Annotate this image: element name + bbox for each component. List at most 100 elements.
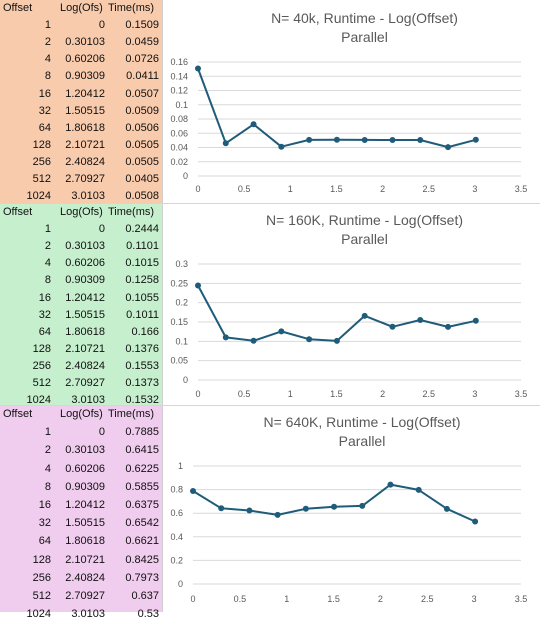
data-point [472, 317, 479, 324]
table-cell: 0.90309 [65, 70, 105, 82]
table-cell: 16 [38, 292, 51, 304]
table-row: 512 2.70927 0.0405 [0, 171, 162, 188]
table-cell: 0.0405 [125, 173, 159, 185]
table-row: 1024 3.0103 0.1532 [0, 392, 162, 409]
table-cell: 0.1373 [125, 377, 159, 389]
table-row: 256 2.40824 0.1553 [0, 358, 162, 375]
table-row: 2 0.30103 0.0459 [0, 34, 162, 51]
y-tick-label: 0.04 [170, 143, 188, 153]
x-tick-label: 0 [190, 594, 195, 604]
data-point [445, 144, 452, 151]
table-cell: 0.60206 [65, 53, 105, 65]
x-tick-label: 3.5 [515, 184, 528, 194]
y-tick-label: 0.14 [170, 71, 188, 81]
table-cell: 0.1553 [125, 360, 159, 372]
table-cell: 0.1376 [125, 343, 159, 355]
table-row: 512 2.70927 0.1373 [0, 375, 162, 392]
table-cell: 0.1532 [125, 394, 159, 406]
data-point [389, 323, 396, 330]
table-row: 128 2.10721 0.8425 [0, 552, 162, 569]
table-cell: 8 [44, 274, 51, 286]
x-tick-label: 3 [472, 184, 477, 194]
table-row: 256 2.40824 0.0505 [0, 154, 162, 171]
data-point [415, 486, 422, 493]
data-point [387, 481, 394, 488]
data-point [331, 503, 338, 510]
table-cell: 2.70927 [65, 377, 105, 389]
table-cell: 2.70927 [65, 590, 105, 602]
table-cell: 2.40824 [65, 360, 105, 372]
table-header-cell: Time(ms) [108, 408, 155, 420]
table-cell: 0.30103 [65, 240, 105, 252]
y-tick-label: 0.2 [170, 555, 183, 565]
data-table-640k: Offset Log(Ofs) Time(ms) 1 0 0.7885 2 0.30103 0.… [0, 406, 163, 620]
data-point [361, 312, 368, 319]
table-row: 1024 3.0103 0.0508 [0, 188, 162, 205]
table-cell: 3.0103 [71, 608, 105, 620]
table-row: 32 1.50515 0.0509 [0, 103, 162, 120]
chart-title: N= 640K, Runtime - Log(Offset) [264, 414, 461, 430]
data-point [472, 518, 479, 525]
table-cell: 2.10721 [65, 554, 105, 566]
table-header-cell: Time(ms) [108, 2, 155, 14]
table-row: 1 0 0.1509 [0, 17, 162, 34]
table-cell: 16 [38, 88, 51, 100]
table-cell: 128 [32, 343, 51, 355]
y-tick-label: 0.08 [170, 114, 188, 124]
table-cell: 1.80618 [65, 326, 105, 338]
table-cell: 0.166 [131, 326, 159, 338]
table-cell: 8 [44, 70, 51, 82]
table-cell: 1.80618 [65, 122, 105, 134]
y-tick-label: 0.16 [170, 57, 188, 67]
table-cell: 0.2444 [125, 223, 159, 235]
x-tick-label: 2.5 [422, 389, 435, 399]
data-point [195, 282, 201, 289]
chart-subtitle: Parallel [339, 433, 386, 449]
table-cell: 0.6415 [125, 444, 159, 456]
data-point [278, 143, 285, 150]
table-row: 8 0.90309 0.0411 [0, 68, 162, 85]
x-tick-label: 0.5 [234, 594, 247, 604]
y-tick-label: 0.1 [175, 336, 188, 346]
table-cell: 0.637 [131, 590, 159, 602]
table-row: 8 0.90309 0.1258 [0, 272, 162, 289]
table-cell: 8 [44, 481, 51, 493]
table-row: 1 0 0.7885 [0, 424, 162, 441]
table-cell: 0.1055 [125, 292, 159, 304]
table-cell: 1.50515 [65, 517, 105, 529]
table-cell: 1.20412 [65, 499, 105, 511]
table-row: 16 1.20412 0.0507 [0, 86, 162, 103]
table-cell: 0.90309 [65, 481, 105, 493]
table-cell: 0.1101 [126, 240, 159, 252]
table-cell: 0.0509 [125, 105, 159, 117]
data-table-40k: Offset Log(Ofs) Time(ms) 1 0 0.1509 2 0.30103 0.… [0, 0, 163, 203]
table-cell: 32 [38, 309, 51, 321]
table-cell: 2.70927 [65, 173, 105, 185]
series-line [192, 483, 476, 523]
table-row: 64 1.80618 0.6621 [0, 533, 162, 550]
table-cell: 16 [38, 499, 51, 511]
data-table-160k: Offset Log(Ofs) Time(ms) 1 0 0.2444 2 0.30103 0.… [0, 204, 163, 406]
table-header: Offset Log(Ofs) Time(ms) [0, 204, 162, 221]
x-tick-label: 1 [288, 184, 293, 194]
y-tick-label: 0.8 [170, 485, 183, 495]
table-cell: 0 [98, 426, 105, 438]
chart-svg-640k: N= 640K, Runtime - Log(Offset) Parallel 0 0… [170, 414, 527, 604]
table-row: 256 2.40824 0.7973 [0, 570, 162, 587]
table-cell: 1 [44, 19, 51, 31]
table-cell: 2 [44, 36, 51, 48]
x-tick-label: 3 [472, 389, 477, 399]
table-cell: 0.1258 [125, 274, 159, 286]
table-cell: 1.50515 [65, 309, 105, 321]
table-cell: 0.5855 [125, 481, 159, 493]
data-point [195, 65, 201, 72]
data-point [333, 136, 340, 143]
table-cell: 0.60206 [65, 257, 105, 269]
data-point [417, 137, 424, 144]
table-cell: 1.20412 [65, 88, 105, 100]
table-row: 512 2.70927 0.637 [0, 588, 162, 605]
table-cell: 0.6225 [125, 463, 159, 475]
x-tick-label: 1.5 [330, 389, 343, 399]
table-cell: 256 [32, 156, 51, 168]
table-cell: 0.6621 [125, 535, 159, 547]
